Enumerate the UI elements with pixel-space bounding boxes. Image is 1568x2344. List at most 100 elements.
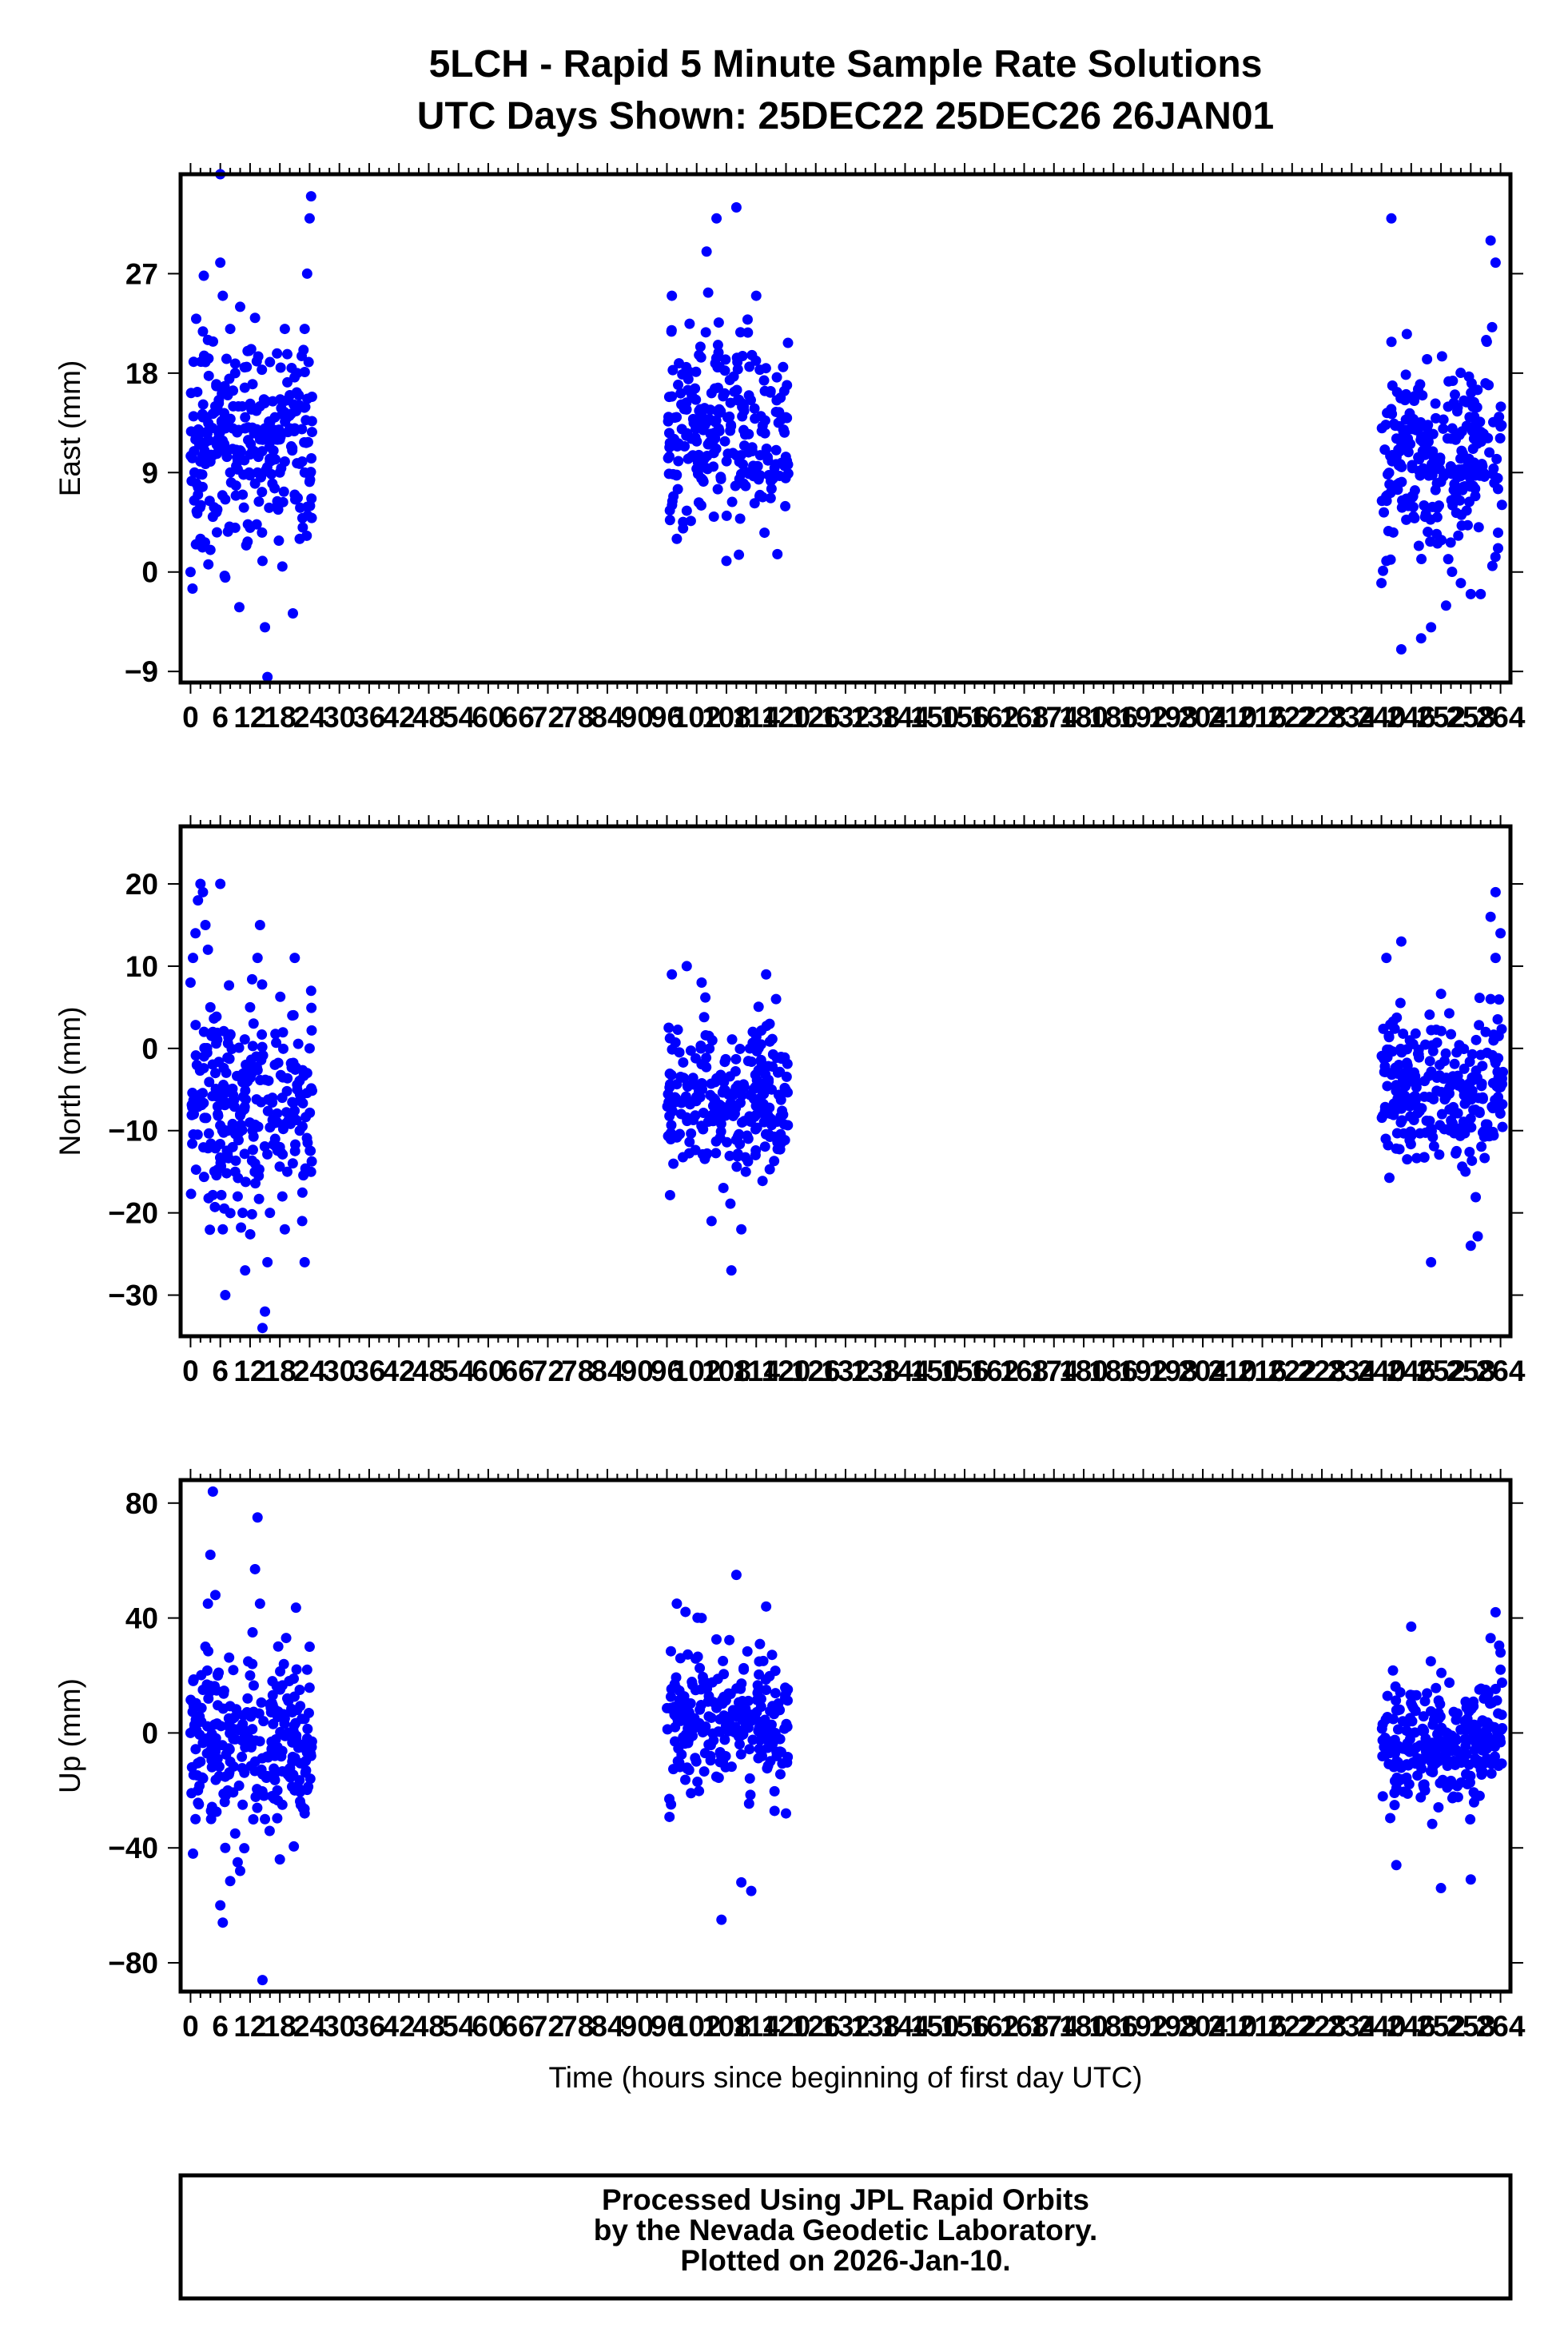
data-point bbox=[269, 424, 281, 436]
x-tick-label: 234 bbox=[1327, 701, 1376, 734]
data-point bbox=[196, 1702, 207, 1713]
data-point bbox=[1447, 566, 1458, 577]
data-point bbox=[1457, 1126, 1468, 1137]
data-point bbox=[304, 1642, 315, 1653]
data-point bbox=[1401, 328, 1412, 340]
data-point bbox=[279, 324, 290, 335]
data-point bbox=[240, 423, 251, 434]
data-point bbox=[758, 375, 770, 386]
data-point bbox=[1473, 522, 1484, 533]
data-point bbox=[1407, 413, 1419, 424]
data-point bbox=[195, 533, 206, 544]
data-point bbox=[1448, 397, 1459, 408]
data-point bbox=[761, 443, 772, 454]
data-point bbox=[1455, 495, 1466, 506]
data-point bbox=[251, 1061, 262, 1073]
data-point bbox=[749, 403, 760, 414]
x-tick-label: 162 bbox=[969, 701, 1019, 734]
data-point bbox=[1494, 1101, 1505, 1112]
data-point bbox=[217, 290, 229, 301]
data-point bbox=[287, 445, 298, 456]
data-point bbox=[780, 1808, 791, 1819]
x-tick-label: 144 bbox=[881, 701, 930, 734]
data-point bbox=[202, 1721, 213, 1732]
data-point bbox=[1381, 555, 1392, 567]
data-point bbox=[1387, 1665, 1399, 1676]
data-point bbox=[277, 1745, 288, 1757]
data-point bbox=[714, 1713, 726, 1725]
y-tick-label: 80 bbox=[125, 1487, 158, 1520]
data-point bbox=[189, 1720, 200, 1731]
data-point bbox=[752, 1687, 763, 1698]
data-point bbox=[698, 1124, 709, 1135]
data-point bbox=[750, 1124, 761, 1135]
data-point bbox=[201, 1733, 212, 1744]
data-point bbox=[1384, 479, 1395, 490]
data-point bbox=[188, 953, 199, 964]
x-tick-label: 0 bbox=[182, 1355, 199, 1387]
data-point bbox=[1463, 459, 1474, 470]
data-point bbox=[774, 1769, 786, 1780]
data-point bbox=[663, 1022, 675, 1033]
data-point bbox=[245, 1228, 256, 1240]
x-tick-label: 66 bbox=[502, 2010, 535, 2043]
x-tick-label: 114 bbox=[732, 701, 780, 734]
data-point bbox=[262, 1105, 273, 1116]
data-point bbox=[190, 313, 201, 324]
data-point bbox=[245, 1734, 256, 1745]
data-point bbox=[702, 450, 713, 461]
data-point bbox=[275, 394, 286, 405]
data-point bbox=[306, 427, 317, 438]
data-point bbox=[222, 390, 233, 401]
data-point bbox=[1451, 406, 1463, 417]
data-point bbox=[706, 1216, 717, 1227]
data-point bbox=[1431, 1037, 1443, 1049]
x-tick-label: 72 bbox=[531, 701, 564, 734]
data-point bbox=[1493, 1708, 1504, 1719]
x-tick-label: 162 bbox=[969, 1355, 1019, 1387]
data-point bbox=[300, 1163, 311, 1174]
data-point bbox=[303, 356, 314, 368]
data-point bbox=[227, 1141, 238, 1152]
data-point bbox=[716, 1914, 727, 1925]
data-point bbox=[185, 1188, 197, 1200]
data-point bbox=[1447, 468, 1458, 480]
data-point bbox=[1488, 1035, 1499, 1046]
data-point bbox=[1447, 423, 1458, 434]
x-tick-label: 246 bbox=[1387, 1355, 1436, 1387]
data-point bbox=[257, 527, 268, 538]
data-point bbox=[1435, 1060, 1446, 1071]
data-point bbox=[1402, 1717, 1413, 1728]
data-point bbox=[200, 919, 211, 930]
data-point bbox=[1476, 1141, 1487, 1152]
data-point bbox=[714, 405, 726, 416]
data-point bbox=[694, 1086, 705, 1097]
data-point bbox=[233, 1042, 245, 1053]
data-point bbox=[683, 1707, 694, 1718]
x-tick-label: 192 bbox=[1119, 1355, 1168, 1387]
data-point bbox=[730, 480, 741, 491]
data-point bbox=[284, 1676, 295, 1687]
data-point bbox=[282, 1073, 293, 1084]
x-tick-label: 228 bbox=[1297, 701, 1347, 734]
data-point bbox=[272, 1116, 283, 1128]
data-point bbox=[664, 1811, 675, 1822]
data-point bbox=[1425, 1705, 1436, 1717]
data-point bbox=[728, 371, 739, 382]
data-point bbox=[706, 388, 717, 399]
data-point bbox=[257, 979, 268, 990]
data-point bbox=[780, 500, 791, 511]
data-point bbox=[211, 527, 222, 538]
data-point bbox=[1468, 396, 1479, 408]
x-tick-label: 18 bbox=[264, 2010, 296, 2043]
data-point bbox=[1427, 501, 1438, 512]
data-point bbox=[1391, 1143, 1402, 1154]
data-point bbox=[1391, 1695, 1402, 1706]
data-point bbox=[1395, 644, 1407, 655]
x-tick-label: 126 bbox=[791, 2010, 841, 2043]
data-point bbox=[220, 494, 231, 505]
data-point bbox=[1403, 447, 1414, 458]
data-point bbox=[200, 1642, 211, 1653]
data-point bbox=[246, 1208, 257, 1220]
data-point bbox=[683, 373, 694, 384]
